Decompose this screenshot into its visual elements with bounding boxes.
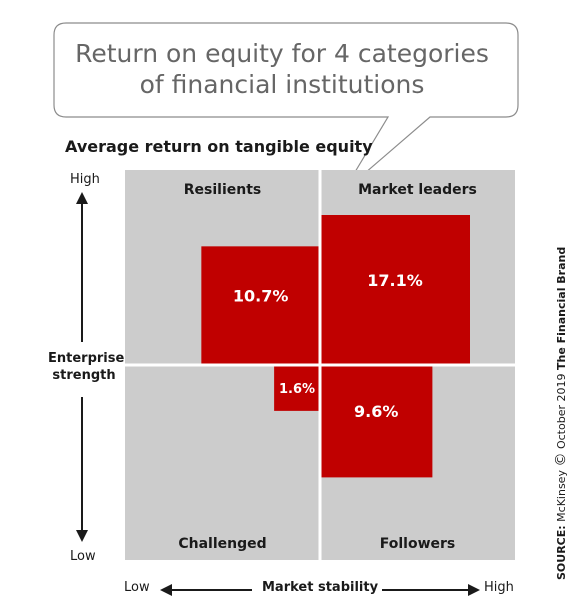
chart-title: Return on equity for 4 categories of fin…: [75, 39, 489, 99]
callout-bubble: [53, 22, 519, 193]
title-callout: [53, 22, 519, 193]
value-label-followers: 9.6%: [354, 402, 398, 421]
chart-subtitle: Average return on tangible equity: [65, 137, 373, 156]
source-prefix: SOURCE:: [555, 525, 568, 580]
x-axis-label: Market stability: [262, 580, 379, 595]
source-brand: The Financial Brand: [555, 246, 568, 371]
source-text: McKinsey: [555, 470, 568, 522]
source-date: October 2019: [555, 373, 568, 450]
plot-svg: 10.7% 17.1% 1.6% 9.6%: [125, 170, 515, 560]
value-label-challenged: 1.6%: [279, 382, 315, 397]
value-label-market-leaders: 17.1%: [367, 271, 423, 290]
quadrant-label-followers: Followers: [379, 536, 456, 552]
x-axis-arrow: [160, 584, 480, 596]
quadrant-label-challenged: Challenged: [178, 536, 267, 552]
bar-followers: [320, 365, 433, 478]
source-credit: SOURCE: McKinsey © October 2019 The Fina…: [553, 247, 569, 580]
x-axis-low-label: Low: [124, 580, 150, 595]
value-label-resilients: 10.7%: [233, 287, 289, 306]
quadrant-label-resilients: Resilients: [183, 182, 262, 198]
quadrant-plot: 10.7% 17.1% 1.6% 9.6% Resilients Market lea…: [125, 170, 515, 560]
x-axis-high-label: High: [484, 580, 514, 595]
y-axis-low-label: Low: [70, 549, 96, 564]
y-axis-label: Enterprise strength: [48, 351, 125, 383]
y-axis-arrow: [76, 192, 88, 542]
quadrant-label-market-leaders: Market leaders: [358, 182, 477, 198]
bar-challenged: [274, 365, 320, 411]
y-axis-high-label: High: [70, 172, 100, 187]
copyright-icon: ©: [553, 452, 569, 467]
bar-market-leaders: [320, 215, 470, 365]
bar-resilients: [201, 246, 320, 365]
